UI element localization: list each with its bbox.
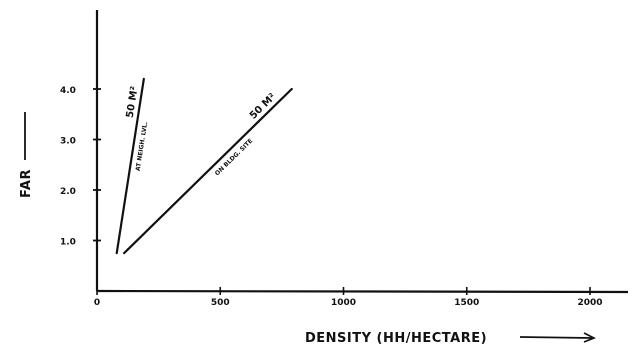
x-tick-label: 0: [94, 298, 100, 308]
x-axis-arrowhead: [583, 332, 596, 343]
y-tick-label: 4.0: [60, 86, 76, 96]
axes: [95, 10, 629, 294]
series-line-1: [115, 77, 145, 255]
x-tick-label: 1500: [454, 298, 479, 308]
ticks: 1.0 2.0 3.0 4.0 0 500 1000 1500 2000: [60, 86, 603, 308]
x-tick-label: 1000: [331, 298, 356, 308]
series-sublabel-2: ON BLDG. SITE: [214, 138, 254, 178]
y-tick-label: 1.0: [60, 238, 76, 248]
y-tick-label: 2.0: [60, 187, 76, 197]
x-axis-arrow: [519, 336, 593, 339]
y-tick-label: 3.0: [60, 137, 76, 147]
x-axis-line: [96, 289, 629, 294]
x-tick-label: 2000: [577, 298, 602, 308]
series-name-1: 50 M²: [125, 86, 141, 119]
y-axis-label: FAR: [19, 169, 34, 198]
x-tick-label: 500: [211, 298, 230, 308]
series-line-2: [123, 87, 293, 255]
x-axis-label: DENSITY (HH/HECTARE): [305, 331, 487, 346]
